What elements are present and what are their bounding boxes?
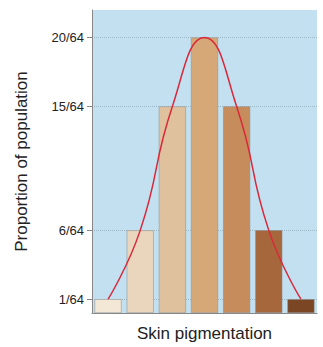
svg-text:15/64: 15/64 bbox=[51, 99, 84, 114]
svg-text:Skin pigmentation: Skin pigmentation bbox=[137, 324, 272, 343]
svg-text:6/64: 6/64 bbox=[59, 223, 84, 238]
svg-text:Proportion of population: Proportion of population bbox=[12, 71, 31, 252]
svg-text:1/64: 1/64 bbox=[59, 292, 84, 307]
svg-text:20/64: 20/64 bbox=[51, 30, 84, 45]
